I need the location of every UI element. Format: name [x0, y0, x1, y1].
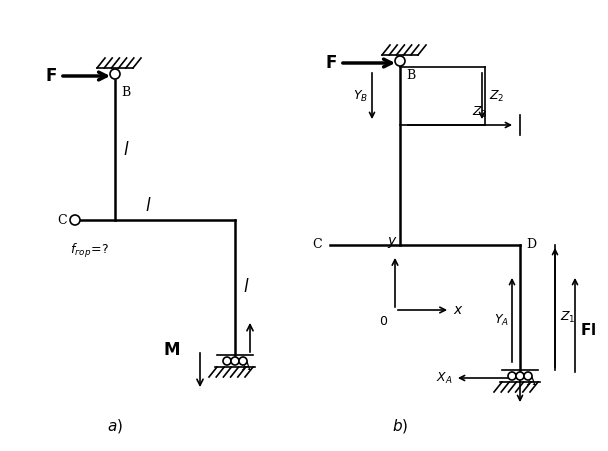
Text: $Z_1$: $Z_1$ — [560, 310, 576, 325]
Text: $a)$: $a)$ — [107, 417, 123, 435]
Text: $Y_A$: $Y_A$ — [494, 313, 509, 327]
Text: $b)$: $b)$ — [392, 417, 408, 435]
Text: $l$: $l$ — [145, 197, 151, 215]
Text: D: D — [526, 239, 536, 252]
Text: $y$: $y$ — [387, 235, 398, 250]
Circle shape — [524, 372, 532, 380]
Text: $f_{\mathit{гор}}\!=\!?$: $f_{\mathit{гор}}\!=\!?$ — [70, 242, 109, 260]
Text: B: B — [406, 69, 415, 82]
Circle shape — [508, 372, 516, 380]
Text: B: B — [121, 86, 130, 99]
Text: $\mathbf{F}$: $\mathbf{F}$ — [45, 67, 57, 85]
Text: $\mathbf{M}$: $\mathbf{M}$ — [163, 341, 180, 359]
Text: $l$: $l$ — [243, 279, 249, 296]
Circle shape — [70, 215, 80, 225]
Text: $l$: $l$ — [123, 141, 130, 159]
Text: $X_A$: $X_A$ — [435, 370, 452, 386]
Circle shape — [239, 357, 247, 365]
Text: $x$: $x$ — [453, 303, 464, 317]
Text: A: A — [241, 360, 250, 373]
Circle shape — [110, 69, 120, 79]
Text: $Y_B$: $Y_B$ — [353, 88, 368, 104]
Circle shape — [516, 372, 524, 380]
Text: C: C — [57, 213, 67, 226]
Circle shape — [231, 357, 239, 365]
Text: $\mathbf{F}$: $\mathbf{F}$ — [325, 54, 337, 72]
Text: $Z_3$: $Z_3$ — [472, 105, 488, 120]
Text: $\mathbf{Fl}$: $\mathbf{Fl}$ — [580, 322, 596, 338]
Circle shape — [223, 357, 231, 365]
Text: 0: 0 — [379, 315, 387, 328]
Circle shape — [395, 56, 405, 66]
Text: A: A — [526, 375, 535, 388]
Text: $Z_2$: $Z_2$ — [489, 88, 505, 104]
Text: C: C — [313, 239, 322, 252]
